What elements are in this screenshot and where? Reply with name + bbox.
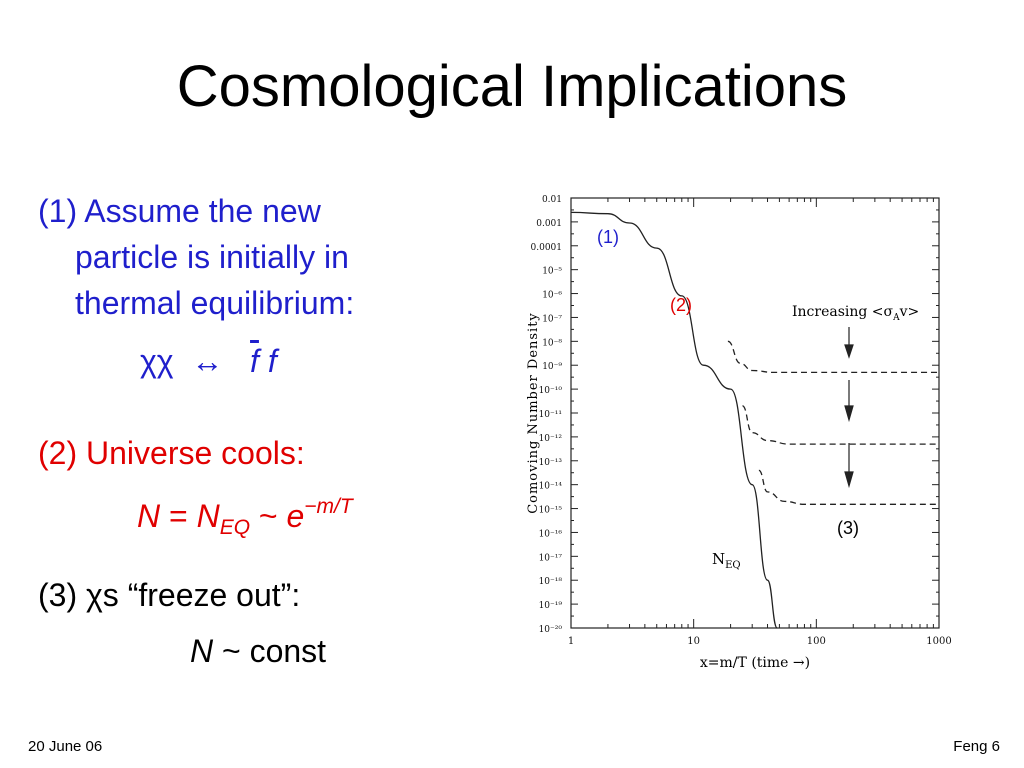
bullet-1-line-3: thermal equilibrium:: [75, 285, 355, 321]
y-tick-label: 10⁻¹²: [539, 434, 563, 444]
eq-lhs: χχ: [140, 343, 174, 379]
y-tick-label: 10⁻¹⁹: [539, 601, 563, 611]
arrow-3-head: [844, 471, 854, 489]
bullet-3: (3) χs “freeze out”:: [38, 577, 301, 613]
y-tick-label: 0.0001: [531, 243, 563, 253]
eq2-e: e: [286, 498, 305, 534]
y-tick-label: 0.001: [536, 219, 562, 229]
eq3-rest: ~ const: [213, 633, 327, 669]
y-tick-label: 10⁻¹⁴: [539, 482, 563, 492]
equilibrium-curve: [570, 211, 778, 629]
eq-f: f: [267, 343, 277, 379]
annotation-3: (3): [837, 518, 859, 538]
y-tick-label: 10⁻¹⁶: [539, 529, 563, 539]
eq2-NEQ-sub: EQ: [219, 516, 251, 539]
eq2-NEQ: N: [196, 498, 220, 534]
y-tick-label: 10⁻¹⁰: [539, 386, 563, 396]
footer-date: 20 June 06: [28, 738, 103, 755]
x-tick-label: 100: [807, 636, 826, 647]
arrows: [844, 327, 854, 489]
y-tick-label: 10⁻¹⁷: [539, 553, 563, 563]
eq2-N: N: [137, 498, 161, 534]
eq2-equals: =: [160, 498, 197, 534]
increasing-label: Increasing <σAv>: [792, 304, 919, 323]
neq-label-main: N: [712, 550, 725, 568]
bullet-1: (1) Assume the new particle is initially…: [38, 188, 478, 326]
bullet-1-line-2: particle is initially in: [75, 239, 349, 275]
arrow-2-head: [844, 405, 854, 423]
neq-label: NEQ: [712, 550, 741, 571]
equilibrium-equation: χχ ↔ f f: [140, 338, 277, 384]
freeze-out-curve-2: [742, 405, 939, 445]
slide-title: Cosmological Implications: [176, 54, 848, 119]
annotation-2: (2): [670, 295, 692, 315]
y-axis-label: Comoving Number Density: [526, 312, 541, 514]
increasing-label-main: Increasing <σ: [792, 304, 894, 320]
x-axis-label: x=m/T (time →): [700, 655, 810, 671]
cooling-equation: N = NEQ ~ e−m/T: [137, 484, 353, 551]
y-tick-label: 10⁻¹³: [539, 458, 563, 468]
y-tick-label: 10⁻¹⁸: [539, 577, 563, 587]
freeze-out-curve-3: [758, 469, 939, 505]
x-tick-label: 10: [687, 636, 700, 647]
y-tick-label: 10⁻⁶: [542, 291, 562, 301]
eq-fbar: f: [250, 343, 259, 379]
y-tick-label: 10⁻²⁰: [539, 625, 563, 635]
y-tick-label: 10⁻⁸: [542, 338, 562, 348]
bullet-2: (2) Universe cools:: [38, 435, 305, 471]
footer-page: Feng 6: [953, 738, 1000, 755]
x-tick-label: 1: [568, 636, 574, 647]
y-tick-label: 10⁻¹¹: [539, 410, 562, 420]
increasing-label-end: v>: [899, 304, 920, 320]
increasing-label-sub: A: [892, 313, 900, 323]
y-tick-label: 10⁻¹⁵: [539, 506, 563, 516]
eq-arrow: ↔: [191, 343, 224, 379]
x-tick-label: 1000: [926, 636, 951, 647]
arrow-1-head: [844, 344, 854, 359]
freeze-out-curve-1: [727, 340, 939, 374]
y-tick-label: 10⁻⁵: [542, 267, 562, 277]
bullet-1-line-1: (1) Assume the new: [38, 193, 321, 229]
eq2-tilde: ~: [250, 498, 287, 534]
eq2-exponent: −m/T: [304, 495, 353, 518]
neq-label-sub: EQ: [725, 560, 741, 571]
annotation-1: (1): [597, 227, 619, 247]
y-tick-label: 10⁻⁷: [542, 314, 562, 324]
plot-frame: [570, 197, 940, 629]
y-tick-label: 0.01: [542, 195, 562, 205]
eq3-N: N: [190, 633, 214, 669]
y-tick-label: 10⁻⁹: [542, 362, 562, 372]
freeze-out-equation: N ~ const: [190, 628, 326, 674]
